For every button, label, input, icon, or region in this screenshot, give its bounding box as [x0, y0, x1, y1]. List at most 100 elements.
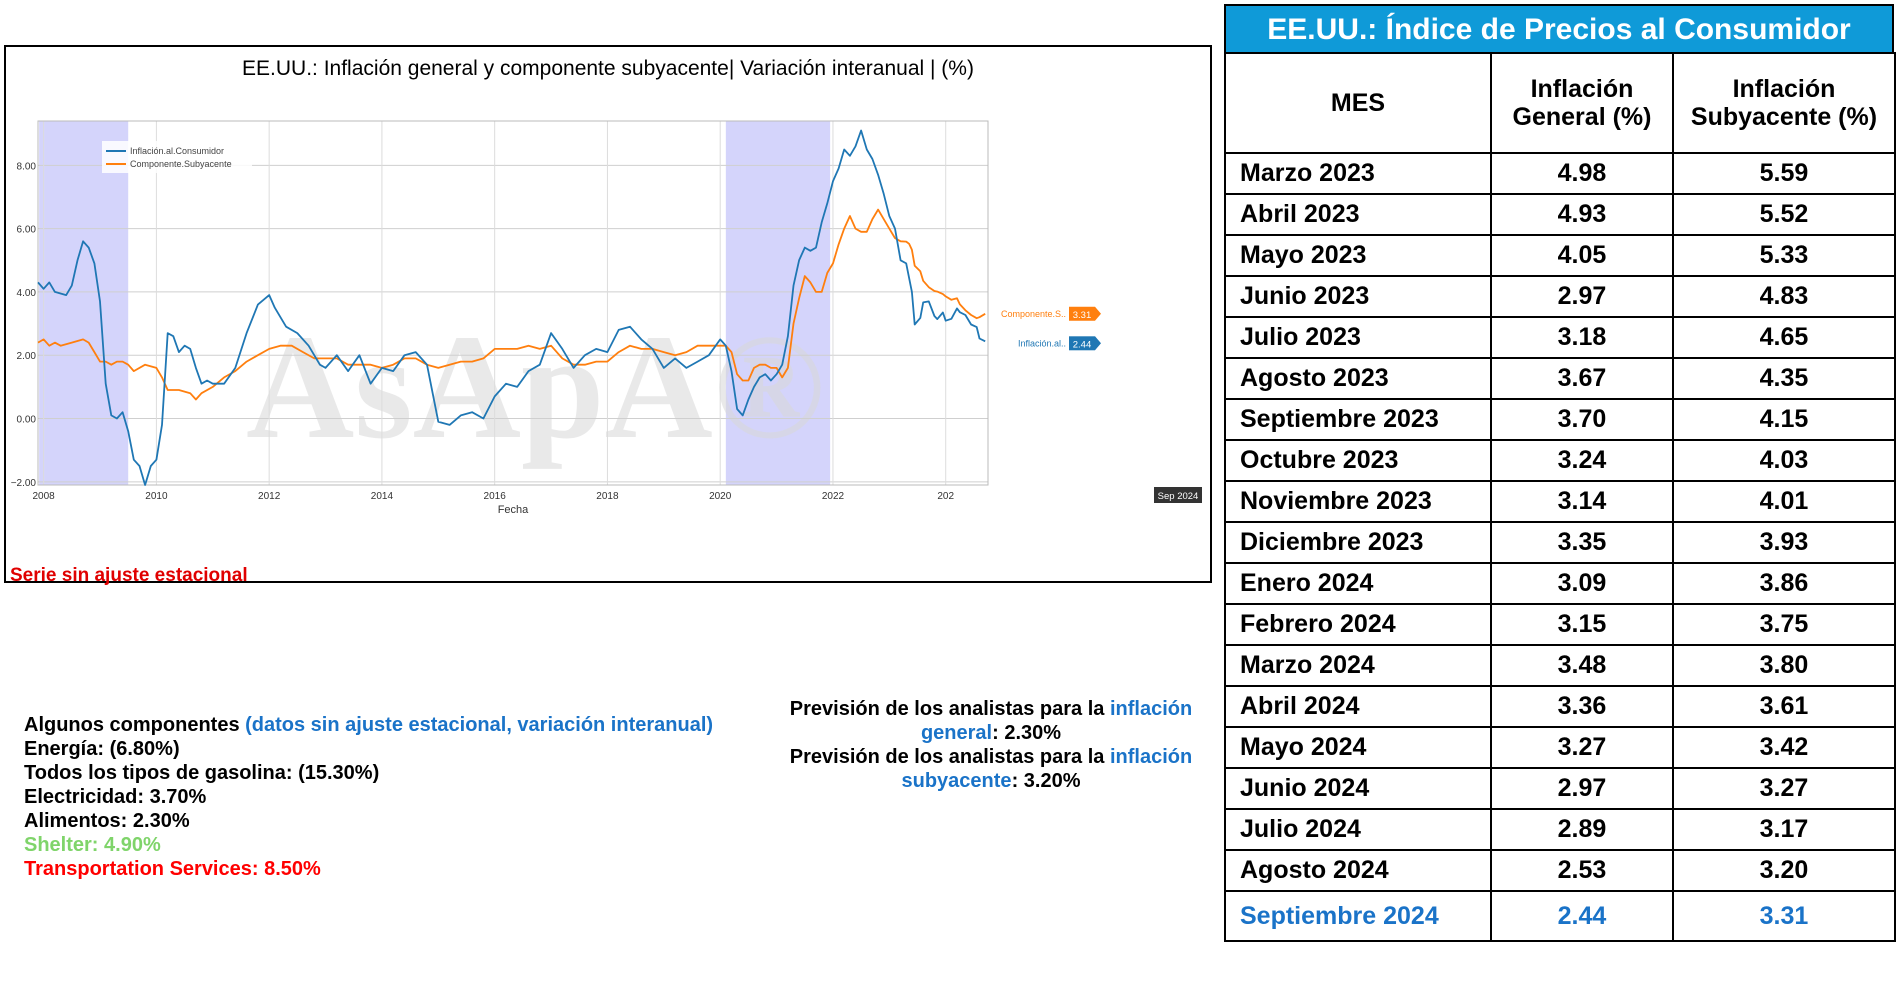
cell-mes: Mayo 2023 — [1224, 234, 1492, 277]
cell-subyacente: 4.03 — [1672, 439, 1896, 482]
cell-general: 3.18 — [1490, 316, 1674, 359]
forecast-general: Previsión de los analistas para la infla… — [770, 697, 1212, 745]
table-row: Julio 2023 3.18 4.65 — [1224, 316, 1896, 359]
components-heading-text: Algunos componentes — [24, 714, 246, 736]
component-shelter: Shelter: 4.90% — [24, 834, 161, 856]
cell-mes: Agosto 2023 — [1224, 357, 1492, 400]
chart-svg: AsApA® 8.00 6.00 4.00 2.00 0.00 −2.00 2008 2010 2… — [11, 120, 1202, 516]
forecast-prefix: Previsión de los analistas para la — [789, 698, 1110, 720]
table-row: Abril 2023 4.93 5.52 — [1224, 193, 1896, 236]
x-hover-box — [1154, 487, 1202, 503]
x-tick-label: 2008 — [33, 491, 56, 502]
cell-mes: Enero 2024 — [1224, 562, 1492, 605]
legend-box — [102, 141, 252, 173]
cell-general: 2.97 — [1490, 767, 1674, 810]
table-row: Septiembre 2023 3.70 4.15 — [1224, 398, 1896, 441]
y-tick-label: 0.00 — [17, 415, 37, 426]
table-row: Junio 2023 2.97 4.83 — [1224, 275, 1896, 318]
cell-mes: Abril 2023 — [1224, 193, 1492, 236]
cell-mes: Febrero 2024 — [1224, 603, 1492, 646]
x-axis-label: Fecha — [498, 504, 529, 516]
forecast-sub-word2: subyacente — [901, 770, 1012, 792]
cell-general: 3.35 — [1490, 521, 1674, 564]
cell-subyacente: 5.59 — [1672, 152, 1896, 195]
cell-general: 2.89 — [1490, 808, 1674, 851]
cell-subyacente: 3.42 — [1672, 726, 1896, 769]
cell-general: 3.14 — [1490, 480, 1674, 523]
components-heading: Algunos componentes (datos sin ajuste es… — [24, 713, 713, 737]
table-body: Marzo 2023 4.98 5.59 Abril 2023 4.93 5.52 Mayo… — [1224, 152, 1896, 942]
cell-general: 3.24 — [1490, 439, 1674, 482]
component-transport: Transportation Services: 8.50% — [24, 858, 321, 880]
cell-mes: Marzo 2024 — [1224, 644, 1492, 687]
cell-subyacente: 4.35 — [1672, 357, 1896, 400]
end-value-box — [1069, 306, 1095, 321]
cell-subyacente: 3.86 — [1672, 562, 1896, 605]
cell-mes: Octubre 2023 — [1224, 439, 1492, 482]
cell-mes: Junio 2024 — [1224, 767, 1492, 810]
cell-subyacente: 4.01 — [1672, 480, 1896, 523]
forecast-sub-value: : 3.20% — [1011, 770, 1081, 792]
cell-general: 2.97 — [1490, 275, 1674, 318]
cell-mes: Julio 2024 — [1224, 808, 1492, 851]
forecast-sub-word1: inflación — [1109, 746, 1193, 768]
end-value-arrow — [1095, 336, 1101, 351]
y-tick-label: 8.00 — [17, 161, 37, 172]
forecast-general-value: : 2.30% — [992, 722, 1062, 744]
table-row: Febrero 2024 3.15 3.75 — [1224, 603, 1896, 646]
forecast-general-word1: inflación — [1109, 698, 1193, 720]
table-row: Enero 2024 3.09 3.86 — [1224, 562, 1896, 605]
cell-subyacente: 3.31 — [1672, 890, 1896, 942]
cell-mes: Septiembre 2023 — [1224, 398, 1492, 441]
cell-general: 3.09 — [1490, 562, 1674, 605]
end-name-label: Componente.S.. — [1001, 309, 1066, 319]
forecast-block: Previsión de los analistas para la infla… — [770, 697, 1212, 793]
table-row: Julio 2024 2.89 3.17 — [1224, 808, 1896, 851]
recession-band — [39, 121, 129, 485]
cell-general: 3.36 — [1490, 685, 1674, 728]
table-row: Abril 2024 3.36 3.61 — [1224, 685, 1896, 728]
header-subyacente: Inflación Subyacente (%) — [1672, 52, 1896, 154]
series-line-componente-subyacente — [37, 208, 986, 401]
cell-subyacente: 3.80 — [1672, 644, 1896, 687]
table-row: Noviembre 2023 3.14 4.01 — [1224, 480, 1896, 523]
end-value-label: 3.31 — [1073, 310, 1092, 321]
table-row: Junio 2024 2.97 3.27 — [1224, 767, 1896, 810]
cell-mes: Septiembre 2024 — [1224, 890, 1492, 942]
x-tick-label: 2010 — [145, 491, 168, 502]
cell-mes: Mayo 2024 — [1224, 726, 1492, 769]
legend: Inflación.al.Consumidor Componente.Subyac… — [102, 141, 252, 173]
y-tick-label: 2.00 — [17, 351, 37, 362]
table-row: Marzo 2023 4.98 5.59 — [1224, 152, 1896, 195]
x-tick-label: 2012 — [258, 491, 281, 502]
end-value-label: 2.44 — [1073, 339, 1092, 350]
table-row: Diciembre 2023 3.35 3.93 — [1224, 521, 1896, 564]
table-title: EE.UU.: Índice de Precios al Consumidor — [1224, 4, 1894, 52]
cell-general: 4.98 — [1490, 152, 1674, 195]
cell-subyacente: 3.20 — [1672, 849, 1896, 892]
plot-frame — [37, 120, 989, 486]
cell-general: 4.93 — [1490, 193, 1674, 236]
cell-mes: Marzo 2023 — [1224, 152, 1492, 195]
cell-subyacente: 4.83 — [1672, 275, 1896, 318]
x-tick-label: 2020 — [709, 491, 732, 502]
end-value-arrow — [1095, 306, 1101, 321]
cell-mes: Junio 2023 — [1224, 275, 1492, 318]
cell-mes: Julio 2023 — [1224, 316, 1492, 359]
header-general: Inflación General (%) — [1490, 52, 1674, 154]
components-block: Algunos componentes (datos sin ajuste es… — [24, 713, 713, 881]
cell-subyacente: 3.61 — [1672, 685, 1896, 728]
forecast-sub: Previsión de los analistas para la infla… — [770, 745, 1212, 793]
end-name-label: Inflación.al.. — [1018, 338, 1066, 348]
x-tick-label: 2014 — [371, 491, 394, 502]
cell-subyacente: 3.93 — [1672, 521, 1896, 564]
legend-label: Inflación.al.Consumidor — [130, 146, 224, 156]
cell-general: 3.27 — [1490, 726, 1674, 769]
cell-subyacente: 5.33 — [1672, 234, 1896, 277]
chart-title: EE.UU.: Inflación general y componente s… — [242, 57, 974, 80]
x-tick-label: 2018 — [596, 491, 619, 502]
x-hover-label: Sep 2024 — [1158, 491, 1199, 502]
cell-general: 3.67 — [1490, 357, 1674, 400]
components-heading-note: (datos sin ajuste estacional, variación … — [245, 714, 714, 736]
cell-mes: Noviembre 2023 — [1224, 480, 1492, 523]
